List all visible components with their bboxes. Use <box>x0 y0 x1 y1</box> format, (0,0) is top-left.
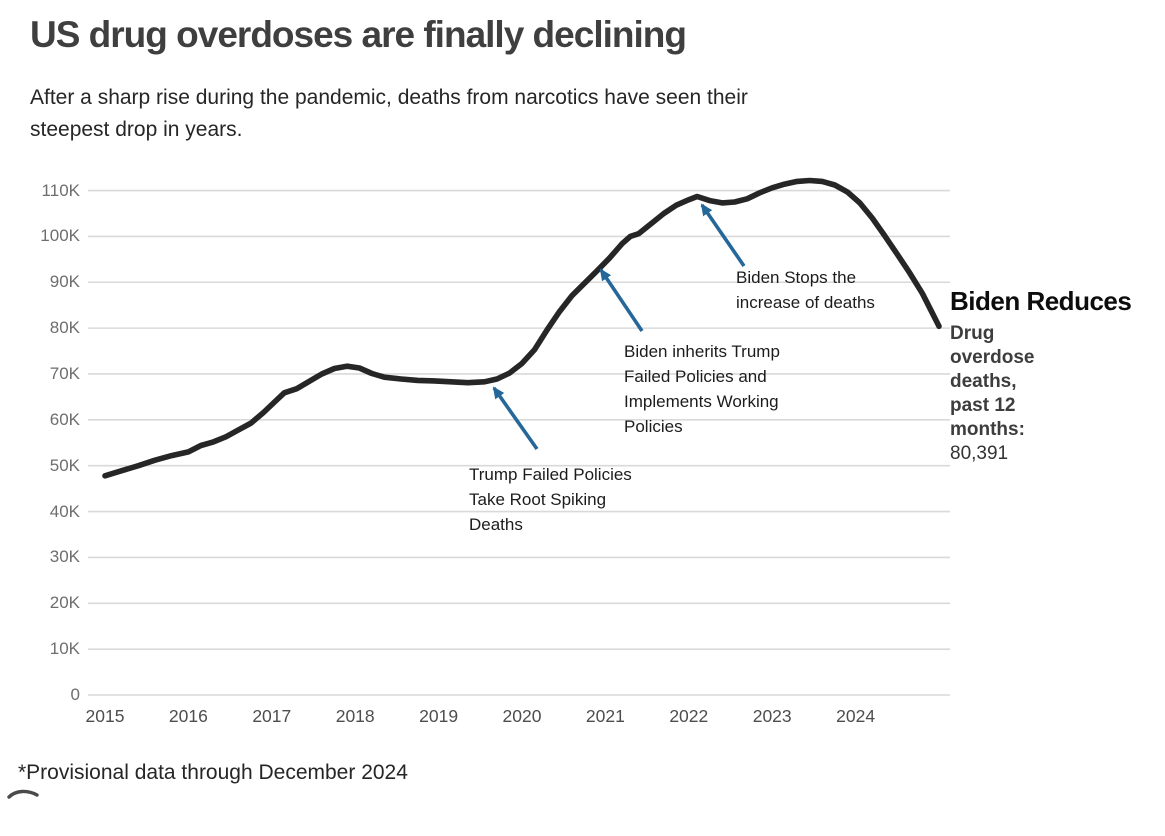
arrow-trump-policies <box>492 386 539 451</box>
y-tick-label: 20K <box>49 593 80 613</box>
y-tick-label: 90K <box>49 272 80 292</box>
x-tick-label: 2023 <box>752 706 792 726</box>
page-title: US drug overdoses are finally declining <box>30 14 687 55</box>
arrow-biden-inherits <box>599 268 644 333</box>
x-tick-label: 2021 <box>585 706 625 726</box>
x-tick-label: 2019 <box>419 706 459 726</box>
annotation-biden-stops: Biden Stops the increase of deaths <box>736 268 875 312</box>
side-note-label: Drug overdose deaths, past 12 months: <box>950 323 1035 440</box>
annotation-biden-inherits: Biden inherits Trump Failed Policies and… <box>624 342 780 436</box>
x-tick-label: 2022 <box>669 706 709 726</box>
y-tick-label: 110K <box>41 180 80 200</box>
y-tick-label: 60K <box>49 409 80 429</box>
y-tick-label: 80K <box>49 318 80 338</box>
x-tick-label: 2015 <box>85 706 125 726</box>
y-tick-label: 0 <box>70 685 80 704</box>
side-note-value: 80,391 <box>950 443 1009 464</box>
arrow-biden-stops <box>700 203 746 268</box>
x-tick-label: 2016 <box>168 706 208 726</box>
y-tick-label: 50K <box>49 455 80 475</box>
x-tick-label: 2024 <box>836 706 876 726</box>
footer-scribble-mark <box>7 789 39 799</box>
annotation-trump-policies: Trump Failed Policies Take Root Spiking … <box>469 465 632 534</box>
x-tick-label: 2017 <box>252 706 292 726</box>
side-note-heading: Biden Reduces <box>950 286 1132 316</box>
provisional-data-note: *Provisional data through December 2024 <box>18 761 408 784</box>
x-tick-label: 2018 <box>335 706 375 726</box>
y-tick-label: 40K <box>49 501 80 521</box>
side-note: Biden Reduces Drug overdose deaths, past… <box>950 286 1155 466</box>
x-tick-label: 2020 <box>502 706 542 726</box>
y-tick-label: 30K <box>49 547 80 567</box>
y-tick-label: 100K <box>40 226 80 246</box>
y-tick-label: 70K <box>49 363 80 383</box>
page-subtitle: After a sharp rise during the pandemic, … <box>30 86 748 141</box>
y-tick-label: 10K <box>49 639 80 659</box>
overdose-deaths-line <box>102 177 942 479</box>
